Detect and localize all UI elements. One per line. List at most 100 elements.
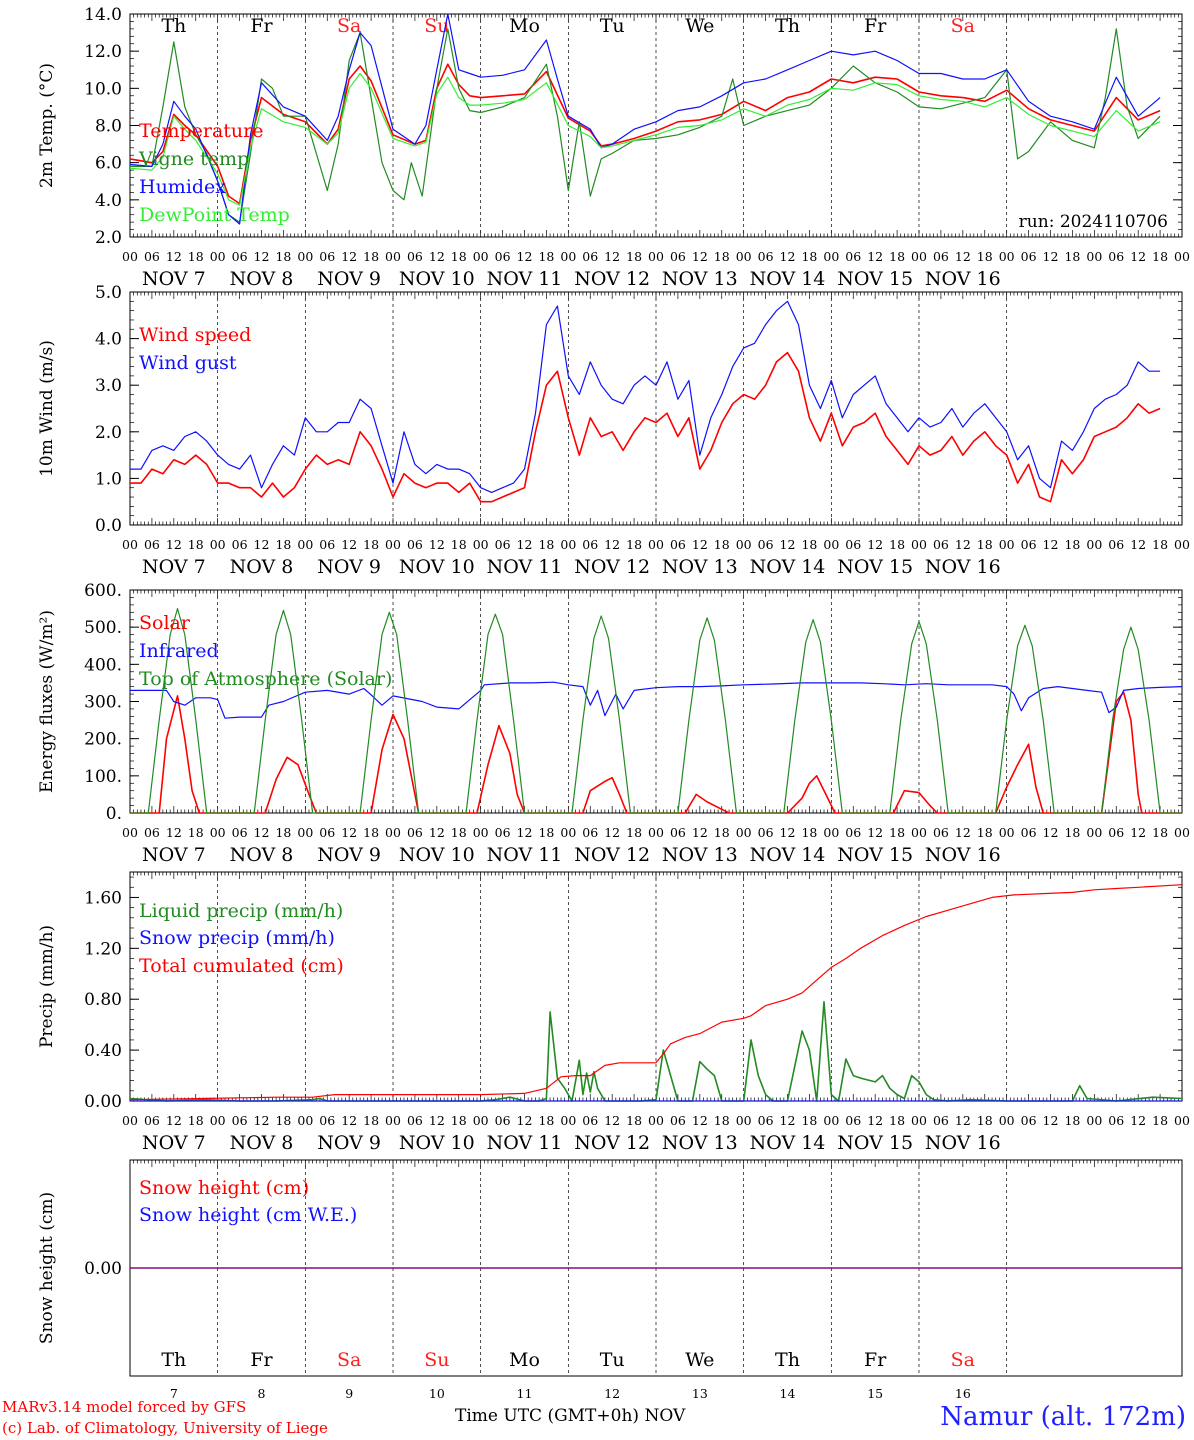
hour-tick-label: 00 (1174, 537, 1190, 552)
hour-tick-label: 18 (1064, 537, 1080, 552)
y-axis-label: Energy fluxes (W/m²) (37, 610, 57, 793)
hour-tick-label: 12 (429, 537, 445, 552)
hour-tick-label: 18 (188, 249, 204, 264)
day-abbrev-label: Th (161, 15, 186, 37)
date-label: NOV 15 (837, 844, 913, 866)
hour-tick-label: 12 (429, 249, 445, 264)
hour-tick-label: 00 (210, 825, 226, 840)
day-abbrev-label: Sa (951, 15, 975, 37)
hour-tick-label: 06 (319, 537, 335, 552)
y-tick-label: 400. (84, 655, 122, 675)
series-line-1-2 (130, 28, 1161, 223)
station-name: Namur (alt. 172m) (940, 1402, 1186, 1432)
date-label: NOV 11 (487, 844, 563, 866)
day-number-label: 14 (780, 1386, 796, 1401)
day-number-label: 9 (345, 1386, 353, 1401)
hour-tick-label: 18 (889, 825, 905, 840)
y-tick-label: 0.0 (95, 516, 122, 536)
date-label: NOV 9 (317, 268, 381, 290)
day-abbrev-label: Su (424, 1349, 449, 1371)
model-credit: MARv3.14 model forced by GFS (2, 1398, 247, 1416)
hour-tick-label: 18 (275, 537, 291, 552)
hour-tick-label: 00 (297, 537, 313, 552)
hour-tick-label: 12 (955, 825, 971, 840)
date-label: NOV 14 (750, 1132, 826, 1154)
hour-tick-label: 18 (714, 1113, 730, 1128)
date-label: NOV 8 (230, 268, 294, 290)
date-label: NOV 8 (230, 1132, 294, 1154)
hour-tick-label: 12 (166, 249, 182, 264)
hour-tick-label: 00 (1174, 249, 1190, 264)
hour-tick-label: 06 (582, 825, 598, 840)
hour-tick-label: 12 (254, 249, 270, 264)
legend-entry: Snow height (cm) (139, 1177, 309, 1199)
hour-tick-label: 06 (1108, 1113, 1124, 1128)
month-label: NOV (644, 1406, 686, 1426)
day-abbrev-label: Sa (337, 1349, 361, 1371)
y-tick-label: 1.20 (84, 939, 122, 959)
hour-tick-label: 06 (144, 537, 160, 552)
hour-tick-label: 00 (823, 1113, 839, 1128)
hour-tick-label: 18 (626, 249, 642, 264)
hour-tick-label: 00 (122, 825, 138, 840)
hour-tick-label: 00 (911, 249, 927, 264)
day-abbrev-label: Th (161, 1349, 186, 1371)
hour-tick-label: 06 (582, 249, 598, 264)
hour-tick-label: 12 (166, 825, 182, 840)
hour-tick-label: 18 (538, 825, 554, 840)
date-label: NOV 7 (142, 556, 206, 578)
hour-tick-label: 06 (758, 537, 774, 552)
hour-tick-label: 00 (1086, 537, 1102, 552)
date-label: NOV 16 (925, 844, 1001, 866)
hour-tick-label: 06 (845, 249, 861, 264)
hour-tick-label: 12 (867, 825, 883, 840)
hour-tick-label: 12 (692, 249, 708, 264)
date-label: NOV 10 (399, 844, 475, 866)
series-line-1-3 (129, 13, 1161, 225)
hour-tick-label: 18 (188, 1113, 204, 1128)
hour-tick-label: 12 (867, 249, 883, 264)
hour-tick-label: 12 (780, 825, 796, 840)
hour-tick-label: 18 (626, 1113, 642, 1128)
date-label: NOV 15 (837, 268, 913, 290)
day-number-label: 16 (955, 1386, 971, 1401)
hour-tick-label: 00 (560, 825, 576, 840)
legend-entry: Top of Atmosphere (Solar) (139, 668, 392, 690)
date-label: NOV 14 (750, 844, 826, 866)
day-abbrev-label: We (685, 15, 714, 37)
hour-tick-label: 00 (210, 249, 226, 264)
chart-panel-5: 0.00 Snow height (cm) Th 7 Fr 8 Sa 9 Su 10 Mo 11 Tu 1… (37, 1159, 1183, 1401)
hour-tick-label: 00 (560, 537, 576, 552)
day-number-label: 13 (692, 1386, 708, 1401)
y-tick-label: 12.0 (84, 42, 122, 62)
hour-tick-label: 18 (1152, 249, 1168, 264)
hour-tick-label: 06 (1021, 1113, 1037, 1128)
y-tick-label: 3.0 (95, 376, 122, 396)
legend-entry: Infrared (139, 640, 219, 662)
series-line-2-1 (130, 351, 1161, 503)
hour-tick-label: 12 (341, 825, 357, 840)
y-tick-label: 0.40 (84, 1041, 122, 1061)
hour-tick-label: 06 (1108, 249, 1124, 264)
hour-tick-label: 18 (451, 1113, 467, 1128)
series-line-1-4 (129, 72, 1161, 206)
hour-tick-label: 18 (538, 537, 554, 552)
hour-tick-label: 12 (780, 249, 796, 264)
y-tick-label: 2.0 (95, 423, 122, 443)
hour-tick-label: 18 (977, 825, 993, 840)
hour-tick-label: 00 (122, 1113, 138, 1128)
series-line-3-3 (130, 607, 1182, 814)
hour-tick-label: 06 (933, 1113, 949, 1128)
y-axis-label: Precip (mm/h) (37, 925, 57, 1048)
hour-tick-label: 06 (933, 825, 949, 840)
hour-tick-label: 00 (999, 1113, 1015, 1128)
y-tick-label: 300. (84, 693, 122, 713)
date-label: NOV 7 (142, 844, 206, 866)
hour-tick-label: 00 (473, 825, 489, 840)
day-abbrev-label: Su (424, 15, 449, 37)
hour-tick-label: 00 (1086, 825, 1102, 840)
hour-tick-label: 00 (648, 537, 664, 552)
hour-tick-label: 12 (604, 825, 620, 840)
hour-tick-label: 06 (232, 825, 248, 840)
hour-tick-label: 00 (736, 1113, 752, 1128)
